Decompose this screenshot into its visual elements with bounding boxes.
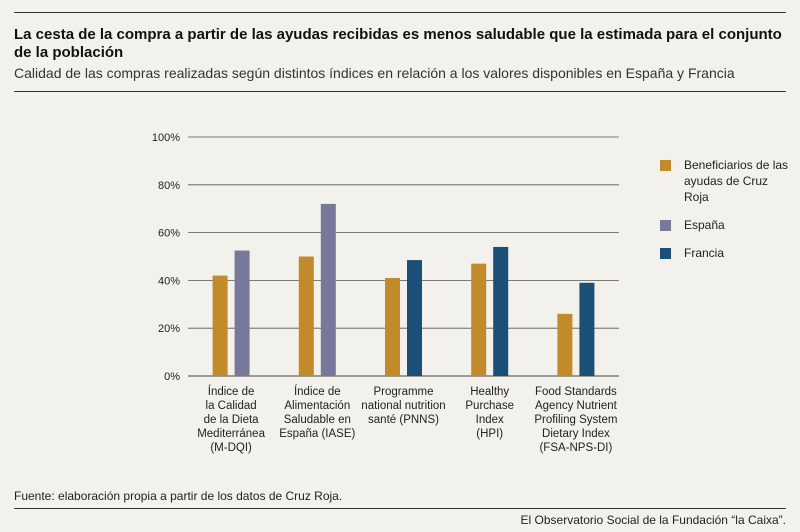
x-tick-label: Mediterránea — [197, 428, 265, 440]
bar — [385, 278, 400, 376]
x-tick-label: Programme — [373, 386, 433, 398]
x-tick-label: Índice de — [294, 385, 341, 398]
x-tick-label: (HPI) — [476, 428, 503, 440]
bar — [212, 275, 228, 376]
x-tick-label: Profiling System — [534, 414, 617, 426]
legend-label-beneficiarios: Beneficiarios de las ayudas de Cruz Roja — [684, 158, 789, 204]
y-tick-label: 60% — [158, 228, 180, 240]
x-tick-label: Alimentación — [284, 400, 350, 412]
legend-item-francia: Francia — [660, 245, 795, 261]
x-tick-label: santé (PNNS) — [368, 414, 439, 426]
x-tick-label: Healthy — [470, 386, 509, 398]
legend-item-beneficiarios: Beneficiarios de las ayudas de Cruz Roja — [660, 157, 795, 205]
bar — [407, 260, 422, 376]
bar — [493, 246, 509, 376]
legend-swatch-francia — [660, 248, 671, 259]
y-tick-label: 40% — [158, 275, 180, 287]
x-tick-label: national nutrition — [361, 400, 445, 412]
chart-title: La cesta de la compra a partir de las ay… — [14, 26, 782, 61]
source-note: Fuente: elaboración propia a partir de l… — [14, 489, 343, 503]
x-tick-label: Índice de — [208, 385, 255, 398]
bar — [234, 250, 250, 376]
y-tick-label: 80% — [158, 180, 180, 192]
legend-swatch-espana — [660, 220, 671, 231]
y-tick-label: 100% — [152, 132, 180, 144]
bar — [557, 313, 573, 376]
legend: Beneficiarios de las ayudas de Cruz Roja… — [660, 157, 795, 273]
y-tick-label: 20% — [158, 323, 180, 335]
bottom-rule — [14, 508, 786, 509]
legend-item-espana: España — [660, 217, 795, 233]
x-tick-label: Purchase — [465, 400, 514, 412]
bar — [471, 263, 487, 376]
bar — [298, 256, 314, 376]
x-tick-label: España (IASE) — [279, 428, 355, 440]
legend-swatch-beneficiarios — [660, 160, 671, 171]
x-tick-label: (M-DQI) — [210, 442, 252, 454]
footer-credit: El Observatorio Social de la Fundación “… — [520, 513, 786, 527]
chart-subtitle: Calidad de las compras realizadas según … — [14, 65, 735, 81]
x-tick-label: de la Dieta — [204, 414, 260, 426]
bar — [320, 203, 336, 376]
bar — [579, 282, 595, 376]
x-tick-label: (FSA-NPS-DI) — [539, 442, 612, 454]
header-rule — [14, 91, 786, 92]
y-tick-label: 0% — [164, 371, 180, 383]
x-tick-label: Index — [476, 414, 504, 426]
x-tick-label: Food Standards — [535, 386, 617, 398]
x-tick-label: Agency Nutrient — [535, 400, 618, 412]
x-tick-label: la Calidad — [206, 400, 257, 412]
x-tick-label: Dietary Index — [542, 428, 610, 440]
top-rule — [14, 12, 786, 13]
legend-label-francia: Francia — [684, 246, 725, 260]
legend-label-espana: España — [684, 218, 725, 232]
x-tick-label: Saludable en — [284, 414, 351, 426]
